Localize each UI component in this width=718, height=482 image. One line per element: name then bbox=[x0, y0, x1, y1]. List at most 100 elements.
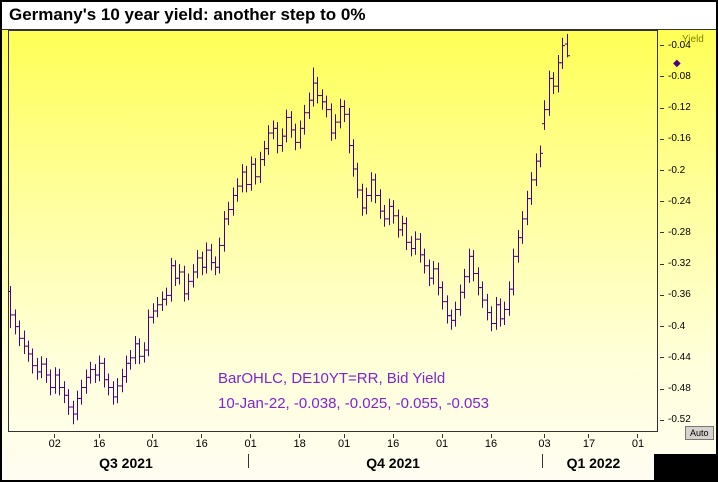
ohlc-bar bbox=[284, 109, 289, 143]
x-axis-tickmark bbox=[250, 434, 252, 438]
ohlc-bar bbox=[507, 281, 512, 316]
ohlc-bar bbox=[293, 123, 298, 151]
ohlc-bar bbox=[30, 348, 35, 374]
ohlc-bar bbox=[102, 357, 107, 388]
ohlc-bar bbox=[289, 111, 294, 138]
x-axis-tick-label: 02 bbox=[48, 438, 61, 450]
ohlc-bar bbox=[307, 92, 312, 119]
ohlc-bar bbox=[8, 286, 13, 329]
bottom-right-panel bbox=[654, 454, 716, 480]
ohlc-bar bbox=[93, 364, 98, 383]
ohlc-bar bbox=[560, 37, 565, 70]
ohlc-bar bbox=[382, 204, 387, 227]
ohlc-bar bbox=[57, 368, 62, 396]
ohlc-bar bbox=[511, 248, 516, 296]
ohlc-bar bbox=[151, 303, 156, 324]
ohlc-bar bbox=[217, 237, 222, 274]
ohlc-bar bbox=[71, 400, 76, 425]
ohlc-bar bbox=[436, 262, 441, 296]
ohlc-bar bbox=[409, 236, 414, 257]
auto-scale-button[interactable]: Auto bbox=[685, 426, 714, 440]
quarter-label: Q1 2022 bbox=[566, 455, 621, 471]
x-axis-tickmark bbox=[201, 434, 203, 438]
ohlc-bar bbox=[271, 120, 276, 140]
x-axis-ticks: 02 16 01 16 01 18 01 16 01 16 03 17 01 bbox=[2, 434, 662, 452]
x-axis-tickmark bbox=[343, 434, 345, 438]
ohlc-bar bbox=[413, 231, 418, 255]
ohlc-bar bbox=[387, 198, 392, 226]
y-axis-tickmark bbox=[660, 263, 664, 265]
y-axis-tick-label: -0.28 bbox=[668, 226, 691, 238]
ohlc-bar bbox=[324, 95, 329, 118]
y-axis-tickmark bbox=[660, 232, 664, 234]
ohlc-bar bbox=[355, 162, 360, 198]
y-axis-tickmark bbox=[660, 76, 664, 78]
x-axis-tick-label: 01 bbox=[244, 438, 257, 450]
ohlc-bar bbox=[13, 309, 18, 335]
ohlc-bar bbox=[422, 248, 427, 274]
ohlc-bar bbox=[26, 340, 31, 362]
ohlc-bar bbox=[315, 76, 320, 104]
page-title: Germany's 10 year yield: another step to… bbox=[2, 2, 716, 29]
x-axis-tickmark bbox=[299, 434, 301, 438]
y-axis-tick-label: -0.52 bbox=[668, 414, 691, 426]
y-axis-tick-label: -0.04 bbox=[668, 39, 691, 51]
ohlc-bar bbox=[17, 320, 22, 347]
last-price-diamond-icon: ◆ bbox=[673, 58, 681, 70]
y-axis-tick-label: -0.36 bbox=[668, 289, 691, 301]
y-axis-tickmark bbox=[660, 419, 664, 421]
chart-annotation: BarOHLC, DE10YT=RR, Bid Yield 10-Jan-22,… bbox=[218, 366, 489, 416]
y-axis-tickmark bbox=[660, 326, 664, 328]
ohlc-bar bbox=[311, 67, 316, 107]
ohlc-bar bbox=[396, 209, 401, 238]
y-axis-panel: Yield ◆ Auto -0.04 -0.08 -0.12 -0.16 -0.2 -0.… bbox=[660, 30, 716, 480]
ohlc-bar bbox=[373, 173, 378, 204]
ohlc-bar bbox=[200, 251, 205, 276]
ohlc-bar bbox=[128, 350, 133, 370]
ohlc-bar bbox=[124, 355, 129, 383]
x-axis-tickmark bbox=[392, 434, 394, 438]
quarter-label: Q4 2021 bbox=[366, 455, 420, 471]
annotation-ohlc-values: 10-Jan-22, -0.038, -0.025, -0.055, -0.05… bbox=[218, 395, 490, 412]
y-axis-tickmark bbox=[660, 45, 664, 47]
ohlc-plot[interactable] bbox=[8, 30, 658, 432]
ohlc-bar bbox=[35, 357, 40, 380]
ohlc-bar bbox=[320, 89, 325, 110]
ohlc-bar bbox=[418, 232, 423, 263]
ohlc-bar bbox=[195, 250, 200, 279]
ohlc-bar bbox=[378, 189, 383, 219]
y-axis-tick-label: -0.48 bbox=[668, 383, 691, 395]
ohlc-bar bbox=[169, 257, 174, 302]
ohlc-bar bbox=[182, 265, 187, 302]
x-axis-tick-label: 17 bbox=[582, 438, 596, 450]
x-axis-tickmark bbox=[543, 434, 545, 438]
y-axis-tickmark bbox=[660, 357, 664, 359]
ohlc-bar bbox=[106, 373, 111, 396]
ohlc-bar bbox=[427, 259, 432, 287]
x-axis-tickmark bbox=[588, 434, 590, 438]
ohlc-bar bbox=[431, 261, 436, 285]
ohlc-bar bbox=[44, 357, 49, 383]
y-axis-tick-label: -0.2 bbox=[668, 164, 686, 176]
ohlc-bar bbox=[222, 211, 227, 252]
ohlc-bar bbox=[445, 295, 450, 324]
ohlc-bar bbox=[62, 381, 67, 404]
x-axis-tickmark bbox=[152, 434, 154, 438]
ohlc-bar bbox=[231, 187, 236, 216]
ohlc-bar bbox=[462, 268, 467, 299]
x-axis-tick-label: 01 bbox=[338, 438, 351, 450]
ohlc-bar bbox=[404, 217, 409, 251]
x-axis-tick-label: 16 bbox=[386, 438, 400, 450]
ohlc-bar bbox=[369, 172, 374, 202]
ohlc-bar bbox=[534, 153, 539, 187]
x-axis-tick-label: 16 bbox=[484, 438, 498, 450]
ohlc-bar bbox=[191, 264, 196, 288]
x-axis-tickmark bbox=[98, 434, 100, 438]
ohlc-bar bbox=[364, 187, 369, 215]
y-axis-tick-label: -0.32 bbox=[668, 258, 691, 270]
ohlc-bar bbox=[467, 248, 472, 283]
ohlc-bar bbox=[235, 178, 240, 202]
ohlc-bar bbox=[391, 200, 396, 224]
quarter-separator bbox=[248, 454, 250, 468]
